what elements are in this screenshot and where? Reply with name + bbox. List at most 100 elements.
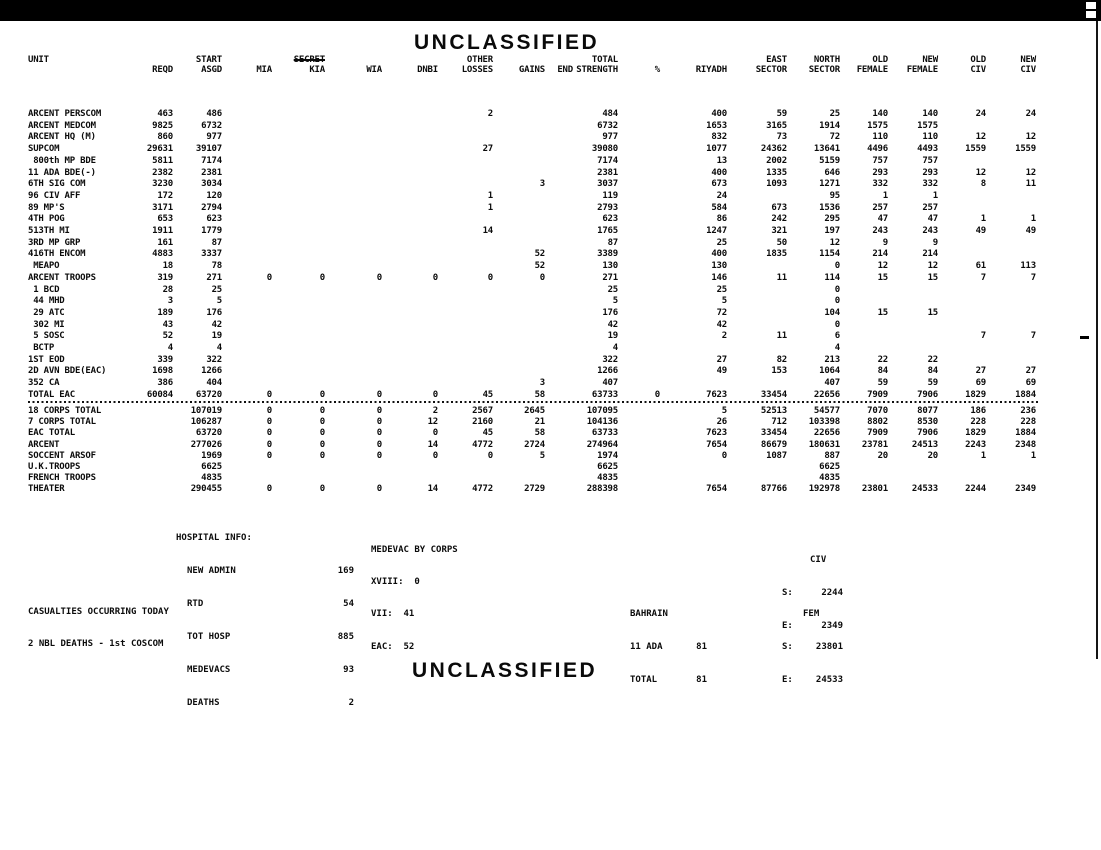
value-cell <box>545 440 573 451</box>
value-cell: 1653 <box>706 120 727 131</box>
value-cell <box>888 343 938 355</box>
value-cell <box>545 331 573 343</box>
col-header-unit: UNIT <box>28 55 49 65</box>
hospital-row: DEATHS 2 <box>176 698 354 709</box>
value-cell: 1779 <box>201 226 222 237</box>
table-row: ARCENT TROOPS 319 271 0 0 0 0 0 0 271 146 11 114 15 15… <box>28 273 1036 285</box>
value-cell <box>938 249 986 261</box>
value-cell <box>382 226 438 238</box>
unit-name-cell: SOCCENT ARSOF <box>28 450 96 461</box>
value-cell <box>382 378 438 390</box>
value-cell <box>938 296 986 308</box>
value-cell <box>888 285 938 297</box>
value-cell: 0 <box>319 450 325 461</box>
value-cell: 214 <box>872 249 888 260</box>
bahrain-label: 11 ADA <box>630 642 663 652</box>
table-row: 1 BCD 28 25 25 25 0 <box>28 285 1036 297</box>
table-row: 302 MI 43 42 42 42 0 <box>28 320 1036 332</box>
value-cell: 45 <box>482 428 494 439</box>
value-cell: 2645 <box>524 406 545 416</box>
value-cell: 19 <box>607 331 619 342</box>
value-cell: 7623 <box>706 389 727 400</box>
value-cell <box>272 109 325 121</box>
col-header-east_sector: EAST <box>766 55 787 65</box>
value-cell: 25 <box>716 284 728 295</box>
value-cell <box>382 191 438 203</box>
value-cell <box>986 238 1036 250</box>
table-row: SUPCOM 29631 39107 27 39080 1077 24362 13641 449… <box>28 144 1036 156</box>
value-cell: 13 <box>716 155 728 166</box>
value-cell: 7174 <box>201 155 222 166</box>
table-row: 4TH POG 653 623 623 86 242 295 47 47 1 1 <box>28 214 1036 226</box>
col-header-east_sector: SECTOR <box>755 65 788 75</box>
value-cell: 1914 <box>819 120 840 131</box>
value-cell <box>986 473 1036 484</box>
value-cell <box>438 168 493 180</box>
value-cell: 7654 <box>706 439 727 450</box>
value-cell <box>618 406 660 417</box>
value-cell: 176 <box>206 307 222 318</box>
top-scan-bar <box>0 0 1101 21</box>
value-cell <box>493 285 545 297</box>
value-cell <box>986 156 1036 168</box>
value-cell <box>325 378 382 390</box>
value-cell: 757 <box>922 155 938 166</box>
value-cell: 712 <box>771 417 787 428</box>
hospital-label: TOT HOSP <box>187 632 231 642</box>
value-cell: 1575 <box>867 120 888 131</box>
value-cell <box>545 226 573 238</box>
header-row-line1: UNIT START SECRET OTHER TOTAL EAST NORTH OLD NEW… <box>28 55 1036 65</box>
col-header-asgd: ASGD <box>201 65 222 75</box>
value-cell: 4 <box>834 343 840 354</box>
unit-name-cell: 11 ADA BDE(-) <box>28 167 96 178</box>
fem-label: S: <box>782 642 793 652</box>
value-cell <box>438 179 493 191</box>
value-cell <box>222 343 272 355</box>
unit-name-cell: 6TH SIG COM <box>28 179 86 190</box>
value-cell: 5 <box>612 296 618 307</box>
value-cell: 104136 <box>586 417 619 428</box>
value-cell: 1969 <box>201 450 222 461</box>
value-cell: 12 <box>927 261 939 272</box>
value-cell: 11 <box>776 272 788 283</box>
value-cell: 2729 <box>524 484 545 495</box>
casualties-line2: 2 NBL DEATHS - 1st COSCOM <box>28 638 164 649</box>
value-cell: 623 <box>206 214 222 225</box>
value-cell: 73 <box>776 132 788 143</box>
value-cell: 24362 <box>760 144 787 155</box>
value-cell: 4835 <box>819 473 840 484</box>
value-cell: 295 <box>824 214 840 225</box>
hospital-label: RTD <box>187 599 204 609</box>
value-cell: 82 <box>776 354 788 365</box>
value-cell <box>438 132 493 144</box>
civ-value: 2244 <box>821 588 843 598</box>
value-cell <box>325 238 382 250</box>
col-header-end: END <box>557 65 573 75</box>
unit-name-cell: ARCENT MEDCOM <box>28 120 96 131</box>
value-cell: 5 <box>721 406 727 416</box>
value-cell: 15 <box>927 272 939 283</box>
value-cell <box>438 320 493 332</box>
value-cell: 2794 <box>201 202 222 213</box>
value-cell <box>325 191 382 203</box>
unit-name-cell: 3RD MP GRP <box>28 237 81 248</box>
value-cell: 0 <box>319 439 325 450</box>
hospital-value: 2 <box>348 698 354 708</box>
value-cell <box>618 428 660 439</box>
value-cell: 1087 <box>766 450 787 461</box>
value-cell: 5 <box>721 296 727 307</box>
value-cell: 49 <box>716 366 728 377</box>
value-cell <box>545 156 573 168</box>
value-cell <box>618 308 660 320</box>
civ-title: CIV <box>810 555 827 565</box>
table-row: ARCENT MEDCOM 9825 6732 6732 1653 3165 1914 157… <box>28 121 1036 133</box>
value-cell: 8530 <box>917 417 938 428</box>
value-cell: 257 <box>922 202 938 213</box>
value-cell <box>222 121 272 133</box>
value-cell <box>382 168 438 180</box>
value-cell: 0 <box>432 272 438 283</box>
value-cell: 1884 <box>1015 389 1036 400</box>
value-cell: 3230 <box>152 179 173 190</box>
value-cell: 7 <box>980 272 986 283</box>
value-cell: 0 <box>834 284 840 295</box>
